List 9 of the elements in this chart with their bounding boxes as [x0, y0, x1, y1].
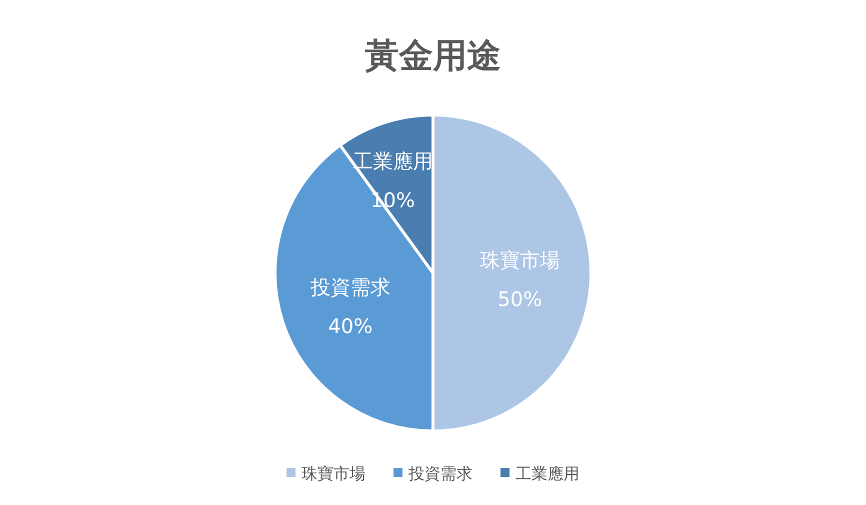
chart-title: 黃金用途: [365, 36, 501, 76]
data-label: 40%: [328, 314, 373, 338]
legend-label: 投資需求: [408, 464, 472, 483]
legend-label: 工業應用: [516, 464, 580, 483]
slice-label: 工業應用: [352, 148, 433, 173]
slice-label: 珠寶市場: [480, 248, 560, 272]
slice-label: 投資需求: [309, 274, 390, 299]
legend-label: 珠寶市場: [302, 464, 366, 483]
data-label: 50%: [498, 287, 542, 311]
